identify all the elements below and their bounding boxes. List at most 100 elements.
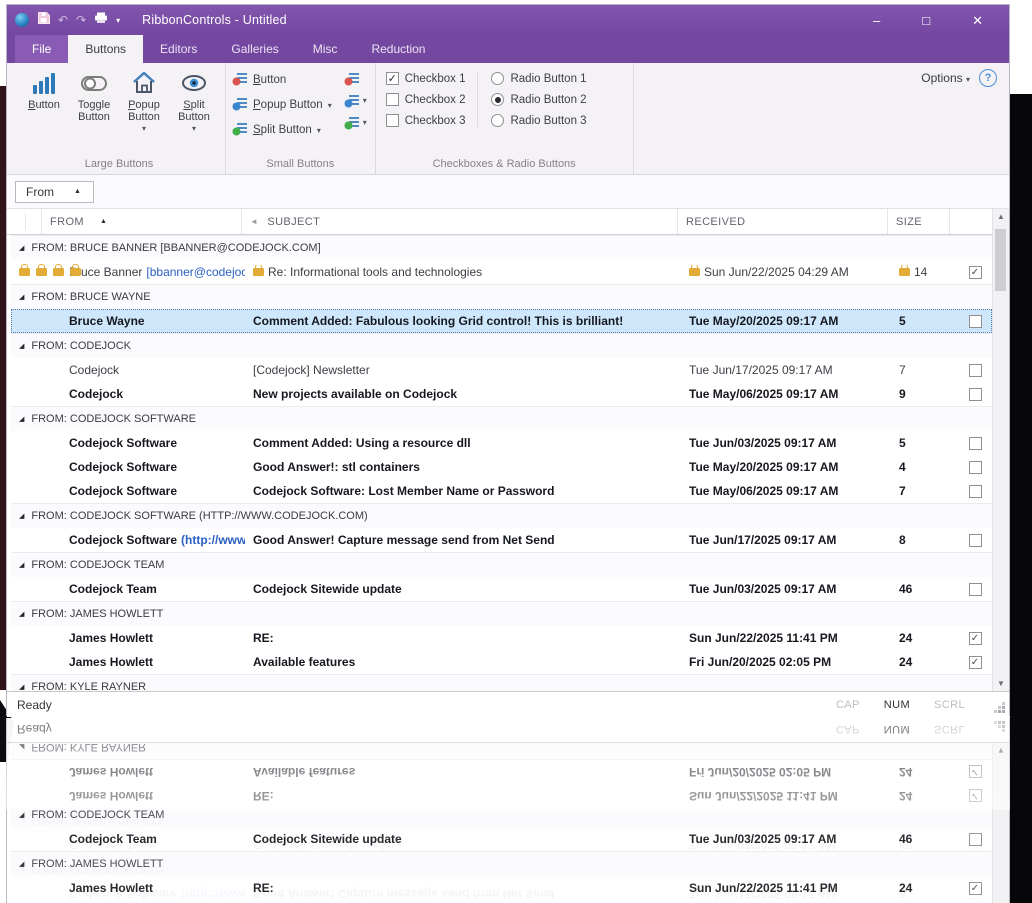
checkbox-3[interactable]: Checkbox 3 (385, 114, 465, 127)
title-bar: ↶ ↷ ▾ RibbonControls - Untitled – □ ✕ (7, 5, 1009, 35)
column-header-subject[interactable]: ◄ SUBJECT (241, 209, 677, 234)
row-checkbox[interactable]: ✓ (968, 265, 982, 279)
row-checkbox[interactable] (968, 363, 982, 377)
checkbox-cell: ✓ (953, 789, 997, 803)
checkbox-2[interactable]: Checkbox 2 (385, 93, 466, 106)
icon-columns-header[interactable] (11, 209, 41, 234)
checkbox-cell: ✓ (953, 765, 997, 779)
qat-dropdown-icon[interactable]: ▾ (116, 15, 121, 25)
email-link[interactable]: (http://www.codejoc... (181, 533, 245, 547)
popup-button-large[interactable]: Popup Button ▾ (119, 65, 169, 135)
popup-button-small[interactable]: Popup Button ▾ (232, 96, 332, 114)
scroll-down-icon[interactable]: ▼ (997, 679, 1005, 688)
vertical-scrollbar[interactable]: ▲ ▼ (992, 209, 1009, 691)
row-checkbox[interactable] (968, 484, 982, 498)
options-button[interactable]: Options ▾ (921, 71, 970, 85)
close-button[interactable]: ✕ (972, 12, 983, 28)
column-header-size[interactable]: SIZE (887, 209, 949, 234)
app-icon[interactable] (15, 13, 29, 27)
checkbox-1[interactable]: ✓ Checkbox 1 (385, 72, 465, 85)
radio-icon (491, 93, 505, 106)
message-row[interactable]: Codejock Software Good Answer!: stl conta… (11, 455, 992, 479)
grid-header-row: FROM ▲ ◄ SUBJECT RECEIVED SIZE (7, 209, 992, 235)
row-checkbox[interactable]: ✓ (968, 655, 982, 669)
group-row[interactable]: ◢ FROM: CODEJOCK SOFTWARE (11, 406, 992, 431)
tab-galleries[interactable]: Galleries (231, 42, 279, 56)
column-header-received[interactable]: RECEIVED (677, 209, 887, 234)
message-row[interactable]: Codejock [Codejock] Newsletter Tue Jun/17/… (11, 358, 992, 382)
message-row[interactable]: Codejock Software Codejock Software: Lost… (11, 479, 992, 503)
icon-button-red[interactable] (344, 71, 367, 86)
column-header-checkbox[interactable] (949, 209, 993, 234)
size-cell: 24 (899, 765, 913, 779)
message-row[interactable]: James Howlett RE: Sun Jun/22/2025 11:41 PM… (11, 626, 992, 650)
icon-button-blue[interactable]: ▾ (344, 93, 367, 108)
group-row[interactable]: ◢ FROM: BRUCE WAYNE (11, 284, 992, 309)
from-cell: James Howlett (69, 655, 154, 669)
split-button-large[interactable]: Split Button ▾ (169, 65, 219, 135)
row-checkbox[interactable] (968, 436, 982, 450)
button-large[interactable]: Button (19, 65, 69, 135)
quick-access-toolbar: ↶ ↷ ▾ (15, 11, 120, 29)
row-checkbox[interactable] (968, 533, 982, 547)
expand-icon: ◢ (19, 513, 25, 520)
row-checkbox[interactable] (968, 387, 982, 401)
subject-cell: New projects available on Codejock (253, 387, 458, 401)
minimize-button[interactable]: – (873, 12, 881, 28)
resize-grip[interactable] (1002, 710, 1005, 713)
chevron-down-icon: ▾ (362, 118, 367, 127)
redo-icon[interactable]: ↷ (76, 13, 87, 27)
message-row[interactable]: Bruce Banner[bbanner@codejock.com]Re: In… (11, 260, 992, 284)
tab-editors[interactable]: Editors (160, 42, 198, 56)
row-checkbox[interactable] (968, 460, 982, 474)
radio-button-2[interactable]: Radio Button 2 (491, 93, 587, 106)
maximize-button[interactable]: □ (922, 12, 931, 28)
column-header-from[interactable]: FROM ▲ (41, 209, 241, 234)
group-row[interactable]: ◢ FROM: CODEJOCK SOFTWARE (HTTP://WWW.COD… (11, 503, 992, 528)
tab-buttons[interactable]: Buttons (68, 35, 144, 63)
indicator-num: NUM (883, 723, 911, 736)
message-row[interactable]: Bruce Wayne Comment Added: Fabulous looki… (11, 309, 992, 333)
row-checkbox[interactable] (968, 314, 982, 328)
subject-cell: Comment Added: Using a resource dll (253, 436, 471, 450)
tab-file[interactable]: File (15, 35, 69, 63)
received-cell: Sun Jun/22/2025 04:29 AM (681, 265, 891, 279)
group-row[interactable]: ◢ FROM: BRUCE BANNER [BBANNER@CODEJOCK.CO… (11, 235, 992, 260)
undo-icon[interactable]: ↶ (58, 13, 69, 27)
received-cell: Sun Jun/22/2025 11:41 PM (689, 881, 838, 895)
email-link[interactable]: [bbanner@codejock.com] (146, 265, 245, 279)
lock-icon (689, 265, 700, 276)
help-icon[interactable]: ? (979, 69, 997, 87)
save-icon[interactable] (37, 11, 50, 29)
checkbox-label: Checkbox 2 (404, 93, 466, 106)
tab-reduction[interactable]: Reduction (371, 42, 426, 56)
message-row[interactable]: James Howlett Available features Fri Jun/2… (11, 650, 992, 674)
tab-misc[interactable]: Misc (312, 42, 338, 56)
message-row[interactable]: Codejock Team Codejock Sitewide update Tue… (11, 577, 992, 601)
scroll-up-icon[interactable]: ▲ (997, 212, 1005, 221)
button-small[interactable]: Button (232, 71, 332, 89)
message-row[interactable]: Codejock New projects available on Codejo… (11, 382, 992, 406)
received-cell: Tue Jun/17/2025 09:17 AM (689, 363, 833, 377)
radio-button-1[interactable]: Radio Button 1 (491, 72, 587, 85)
from-cell: James Howlett (69, 631, 154, 645)
icon-button-green[interactable]: ▾ (344, 115, 367, 130)
print-icon[interactable] (94, 11, 108, 29)
group-by-chip-from[interactable]: From ▲ (15, 180, 94, 203)
scrollbar-thumb[interactable] (995, 229, 1006, 291)
group-row[interactable]: ◢ FROM: CODEJOCK (11, 333, 992, 358)
group-row[interactable]: ◢ FROM: JAMES HOWLETT (11, 601, 992, 626)
message-row[interactable]: Codejock Software(http://www.codejoc... G… (11, 528, 992, 552)
radio-button-3[interactable]: Radio Button 3 (491, 114, 587, 127)
message-row[interactable]: Codejock Software Comment Added: Using a … (11, 431, 992, 455)
background-artifact-right (1010, 94, 1032, 903)
split-button-small[interactable]: Split Button ▾ (232, 121, 332, 139)
radio-label: Radio Button 2 (510, 93, 587, 106)
group-row[interactable]: ◢ FROM: CODEJOCK TEAM (11, 552, 992, 577)
button-label: Button (253, 74, 287, 86)
subject-cell: RE: (253, 631, 274, 645)
toggle-button-large[interactable]: Toggle Button (69, 65, 119, 135)
row-checkbox[interactable] (968, 582, 982, 596)
row-checkbox[interactable]: ✓ (968, 631, 982, 645)
subject-cell: Available features (253, 655, 356, 669)
